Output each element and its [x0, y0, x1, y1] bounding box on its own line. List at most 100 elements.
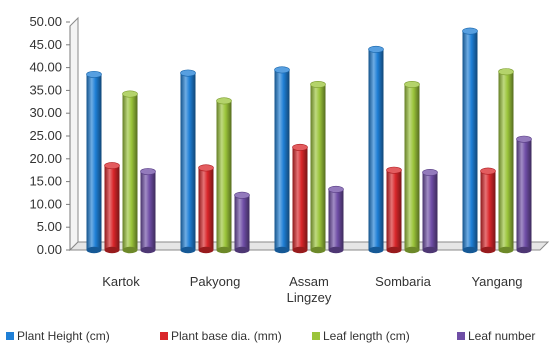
y-tick-label: 0.00 [37, 242, 62, 257]
bar [368, 45, 384, 254]
bar [180, 69, 196, 254]
y-tick-label: 15.00 [29, 174, 62, 189]
bar-top [140, 168, 156, 176]
bar [480, 167, 496, 254]
bar-base [422, 246, 438, 254]
y-tick-label: 30.00 [29, 105, 62, 120]
bar-top [462, 27, 478, 35]
legend-swatch [6, 332, 14, 340]
x-category-label: Yangang [471, 274, 522, 289]
bar-top [86, 70, 102, 78]
bar [404, 80, 420, 254]
bar-body [516, 139, 532, 250]
bar-base [310, 246, 326, 254]
bar-body [368, 49, 384, 250]
bar [198, 164, 214, 254]
y-tick-label: 5.00 [37, 219, 62, 234]
bar-top [180, 69, 196, 77]
bar-top [516, 135, 532, 143]
bar-base [462, 246, 478, 254]
bar-base [234, 246, 250, 254]
bar-body [216, 100, 232, 250]
bar-top [292, 143, 308, 151]
bar-body [274, 69, 290, 250]
legend-label: Plant base dia. (mm) [171, 329, 282, 343]
bar-body [498, 71, 514, 250]
bar-top [274, 66, 290, 74]
bar [422, 168, 438, 254]
x-category-label: Kartok [102, 274, 140, 289]
bar-base [198, 246, 214, 254]
bar-body [104, 165, 120, 250]
y-tick-label: 40.00 [29, 60, 62, 75]
bar-top [310, 80, 326, 88]
bar-base [498, 246, 514, 254]
bar-base [140, 246, 156, 254]
bar [292, 143, 308, 254]
x-category-label: Assam Lingzey [287, 274, 332, 305]
bar-base [122, 246, 138, 254]
bar-top [422, 168, 438, 176]
bar-top [368, 45, 384, 53]
bar [462, 27, 478, 254]
bar-body [292, 147, 308, 250]
bar [86, 70, 102, 254]
bar-base [404, 246, 420, 254]
legend-swatch [160, 332, 168, 340]
bar [274, 66, 290, 254]
bar-base [216, 246, 232, 254]
bar-body [180, 73, 196, 251]
bar-top [104, 162, 120, 170]
x-category-label: Pakyong [190, 274, 241, 289]
bar-base [516, 246, 532, 254]
y-tick-label: 25.00 [29, 128, 62, 143]
y-tick-label: 10.00 [29, 196, 62, 211]
bar-body [140, 171, 156, 250]
bar-body [386, 170, 402, 250]
bar-base [104, 246, 120, 254]
bar-top [328, 185, 344, 193]
bar-base [292, 246, 308, 254]
bar [140, 168, 156, 254]
bar-base [328, 246, 344, 254]
bar-body [122, 94, 138, 250]
legend-label: Leaf number [468, 329, 535, 343]
bar-top [386, 166, 402, 174]
bar-base [86, 246, 102, 254]
legend-swatch [457, 332, 465, 340]
bar [310, 80, 326, 254]
legend-label: Plant Height (cm) [17, 329, 110, 343]
bar-body [422, 172, 438, 250]
bar [122, 90, 138, 254]
bar [216, 97, 232, 254]
bar-body [86, 74, 102, 250]
legend-label: Leaf length (cm) [323, 329, 410, 343]
bar-body [328, 189, 344, 250]
bar-body [404, 84, 420, 250]
bar-body [310, 84, 326, 250]
bar-top [498, 68, 514, 76]
bar-top [480, 167, 496, 175]
bar [386, 166, 402, 254]
bar [328, 185, 344, 254]
bar [104, 162, 120, 254]
bar-top [198, 164, 214, 172]
y-tick-label: 45.00 [29, 37, 62, 52]
bar-base [180, 246, 196, 254]
x-category-label: Sombaria [375, 274, 431, 289]
legend-swatch [312, 332, 320, 340]
bar-base [368, 246, 384, 254]
bar [516, 135, 532, 254]
bar-base [386, 246, 402, 254]
y-tick-label: 35.00 [29, 82, 62, 97]
bar-body [462, 31, 478, 251]
bar-base [274, 246, 290, 254]
bar-top [234, 191, 250, 199]
bar-base [480, 246, 496, 254]
y-tick-label: 20.00 [29, 151, 62, 166]
bar-body [234, 195, 250, 250]
bar [498, 68, 514, 254]
y-tick-label: 50.00 [29, 14, 62, 29]
